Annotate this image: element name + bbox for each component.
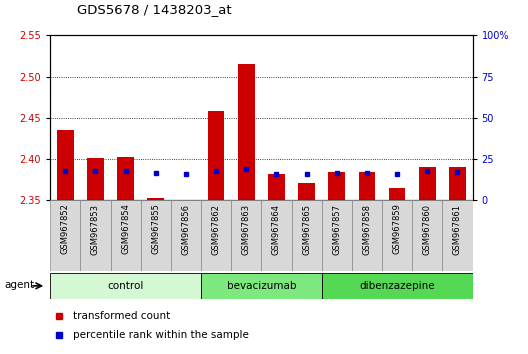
Bar — [419, 167, 436, 200]
Bar — [449, 167, 466, 200]
Bar — [87, 158, 103, 200]
Text: transformed count: transformed count — [73, 311, 171, 321]
Text: GSM967852: GSM967852 — [61, 204, 70, 255]
Bar — [117, 157, 134, 200]
Text: GSM967854: GSM967854 — [121, 204, 130, 255]
Text: GSM967853: GSM967853 — [91, 204, 100, 255]
Bar — [147, 198, 164, 200]
Text: dibenzazepine: dibenzazepine — [360, 281, 435, 291]
Bar — [177, 200, 194, 202]
Text: GSM967855: GSM967855 — [151, 204, 161, 255]
Text: GSM967862: GSM967862 — [212, 204, 221, 255]
FancyBboxPatch shape — [50, 200, 80, 271]
Bar — [208, 111, 224, 200]
FancyBboxPatch shape — [201, 200, 231, 271]
FancyBboxPatch shape — [110, 200, 140, 271]
Text: control: control — [107, 281, 144, 291]
Bar — [359, 172, 375, 200]
FancyBboxPatch shape — [322, 273, 473, 299]
Text: GSM967858: GSM967858 — [362, 204, 372, 255]
Bar — [328, 172, 345, 200]
FancyBboxPatch shape — [201, 273, 322, 299]
Text: bevacizumab: bevacizumab — [227, 281, 296, 291]
FancyBboxPatch shape — [261, 200, 291, 271]
FancyBboxPatch shape — [382, 200, 412, 271]
FancyBboxPatch shape — [231, 200, 261, 271]
FancyBboxPatch shape — [80, 200, 110, 271]
FancyBboxPatch shape — [140, 200, 171, 271]
FancyBboxPatch shape — [171, 200, 201, 271]
Bar — [268, 174, 285, 200]
Bar — [298, 183, 315, 200]
FancyBboxPatch shape — [412, 200, 442, 271]
Text: GSM967856: GSM967856 — [182, 204, 191, 255]
Text: GSM967861: GSM967861 — [453, 204, 462, 255]
Text: GSM967863: GSM967863 — [242, 204, 251, 255]
Text: GSM967864: GSM967864 — [272, 204, 281, 255]
FancyBboxPatch shape — [291, 200, 322, 271]
Text: agent: agent — [4, 280, 34, 290]
Text: GSM967865: GSM967865 — [302, 204, 311, 255]
Bar — [238, 64, 254, 200]
Text: GSM967859: GSM967859 — [393, 204, 402, 255]
Text: GDS5678 / 1438203_at: GDS5678 / 1438203_at — [77, 3, 231, 16]
Bar — [57, 130, 73, 200]
Text: GSM967857: GSM967857 — [332, 204, 341, 255]
Bar — [389, 188, 406, 200]
Text: GSM967860: GSM967860 — [423, 204, 432, 255]
Text: percentile rank within the sample: percentile rank within the sample — [73, 330, 249, 340]
FancyBboxPatch shape — [442, 200, 473, 271]
FancyBboxPatch shape — [352, 200, 382, 271]
FancyBboxPatch shape — [50, 273, 201, 299]
FancyBboxPatch shape — [322, 200, 352, 271]
